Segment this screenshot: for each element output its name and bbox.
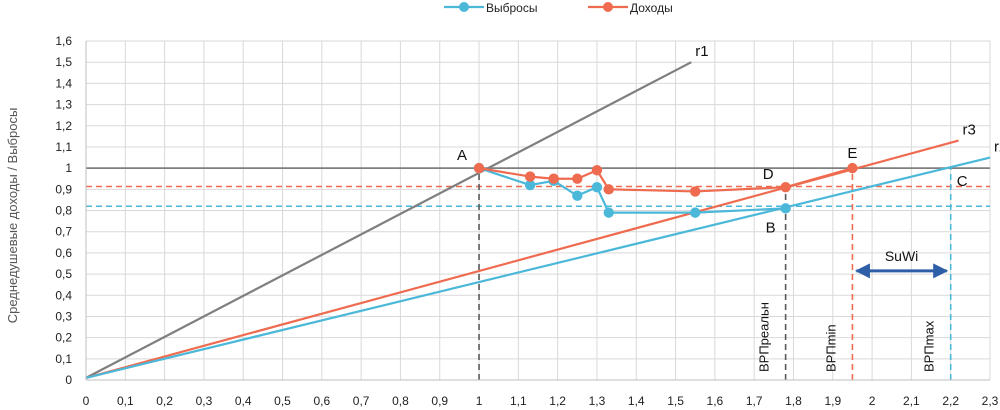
series-point-emissions — [690, 207, 701, 218]
x-tick-label: 0,7 — [353, 394, 370, 408]
x-tick-label: 1,3 — [589, 394, 606, 408]
x-tick-label: 1,6 — [707, 394, 724, 408]
x-tick-label: 2,3 — [982, 394, 999, 408]
series-line-income — [478, 167, 853, 193]
x-tick-label: 0,9 — [431, 394, 448, 408]
y-tick-label: 0,9 — [55, 182, 72, 196]
series-point-income — [780, 181, 791, 193]
line-label-r1: r1 — [695, 43, 708, 60]
legend-label-income: Доходы — [630, 1, 673, 15]
x-tick-label: 2,1 — [903, 394, 920, 408]
x-tick-label: 1,2 — [549, 394, 566, 408]
y-tick-label: 0,8 — [55, 204, 72, 218]
y-tick-label: 1,1 — [55, 140, 72, 154]
y-tick-label: 1,4 — [55, 76, 72, 90]
y-tick-label: 1 — [65, 161, 72, 175]
x-tick-label: 0,4 — [235, 394, 252, 408]
series-point-income — [524, 171, 536, 182]
vertical-label: ВРПmin — [823, 324, 838, 372]
x-tick-label: 0,8 — [392, 394, 409, 408]
legend-swatch-marker-emissions — [459, 2, 469, 12]
y-tick-label: 1,5 — [55, 55, 72, 69]
vertical-label: ВРПреальн — [757, 302, 772, 372]
x-tick-label: 1,8 — [785, 394, 802, 408]
ray-r1 — [85, 61, 692, 379]
range-label: SuWi — [885, 248, 918, 264]
series-point-emissions — [780, 203, 791, 214]
x-tick-label: 1,1 — [510, 394, 527, 408]
series-point-income — [572, 173, 583, 184]
y-tick-label: 0,3 — [55, 309, 72, 323]
point-label-B: B — [766, 219, 776, 236]
reference-lines — [85, 61, 991, 380]
axes: 0 0,1 0,2 0,3 0,4 0,5 0,6 0,7 0,8 0,9 1 1,1 1,2 1,3 1,… — [5, 34, 999, 408]
y-tick-label: 0,6 — [55, 246, 72, 260]
x-tick-label: 1,4 — [628, 394, 645, 408]
series-point-income — [473, 162, 485, 174]
x-tick-label: 1,5 — [667, 394, 684, 408]
series-point-income — [548, 173, 559, 184]
series-point-income — [690, 186, 701, 197]
y-tick-label: 0,1 — [55, 352, 72, 366]
y-tick-label: 0,7 — [55, 225, 72, 239]
y-tick-label: 0 — [65, 373, 72, 387]
series-point-income — [591, 165, 603, 176]
series-point-income — [603, 184, 614, 195]
series-point-income — [847, 162, 858, 174]
point-label-C: C — [957, 173, 968, 190]
x-tick-label: 1,7 — [746, 394, 763, 408]
series-point-emissions — [591, 181, 603, 193]
x-tick-label: 2 — [869, 394, 876, 408]
y-tick-label: 1,3 — [55, 98, 72, 112]
x-tick-label: 1 — [476, 394, 483, 408]
x-tick-label: 0,5 — [274, 394, 291, 408]
y-tick-label: 1,2 — [55, 119, 72, 133]
point-label-D: D — [763, 166, 774, 183]
series-point-emissions — [524, 179, 536, 191]
y-tick-label: 0,4 — [55, 288, 72, 302]
line-label-r3: r3 — [963, 122, 976, 139]
series-point-emissions — [603, 207, 614, 218]
x-tick-label: 1,9 — [824, 394, 841, 408]
x-tick-label: 0,2 — [156, 394, 173, 408]
y-tick-label: 0,5 — [55, 267, 72, 281]
grid — [85, 40, 991, 381]
series-point-emissions — [572, 190, 583, 201]
x-tick-label: 0,6 — [313, 394, 330, 408]
vertical-label: ВРПmax — [922, 320, 937, 372]
ray-r2 — [85, 156, 991, 379]
y-axis-title: Среднедушевые доходы / Выбросы — [5, 108, 20, 324]
x-tick-label: 2,2 — [942, 394, 959, 408]
x-tick-label: 0 — [83, 394, 90, 408]
series — [473, 162, 858, 218]
x-tick-label: 0,3 — [196, 394, 213, 408]
y-tick-label: 1,6 — [55, 34, 72, 48]
legend-swatch-marker-income — [603, 2, 613, 12]
point-label-A: A — [457, 147, 467, 164]
legend-label-emissions: Выбросы — [486, 1, 537, 15]
legend: Выбросы Доходы — [444, 1, 673, 15]
point-label-E: E — [847, 145, 857, 162]
y-tick-label: 0,2 — [55, 331, 72, 345]
annotations: A D B E Cr1 r3 r2 ВРПреальн ВРПmin ВРПmax SuWi — [457, 43, 1000, 372]
x-tick-label: 0,1 — [117, 394, 134, 408]
line-label-r2: r2 — [994, 139, 1000, 156]
